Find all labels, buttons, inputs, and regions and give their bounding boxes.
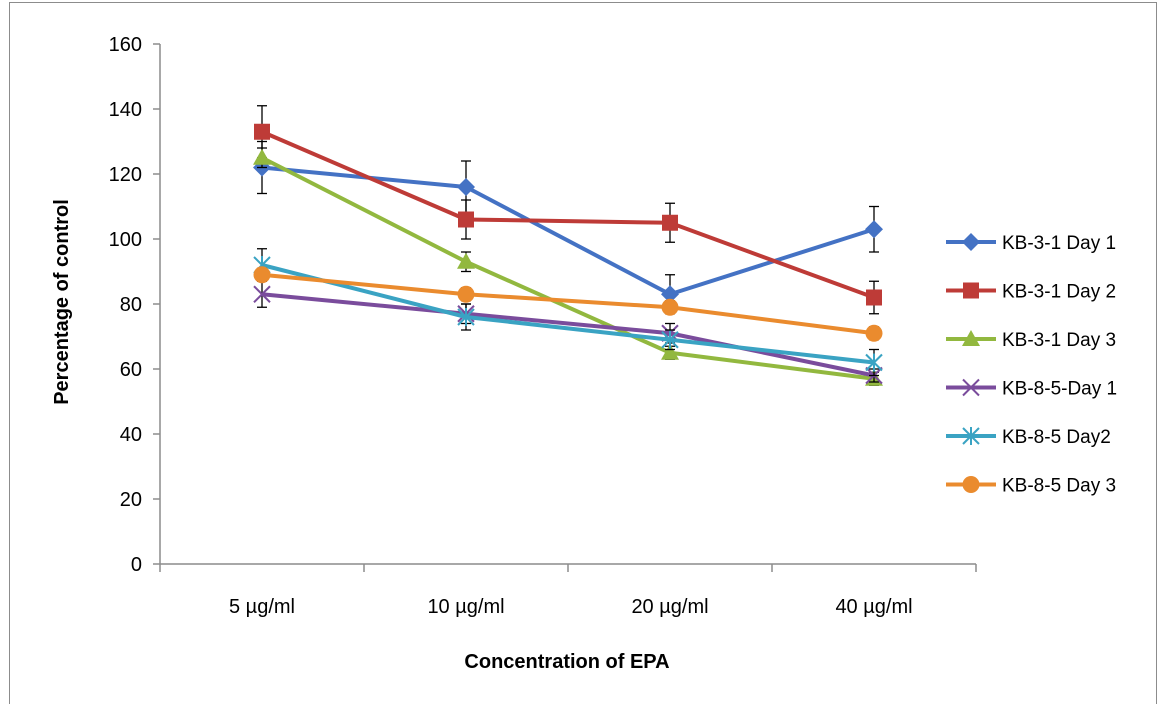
chart-frame (9, 2, 1157, 704)
y-tick-label: 140 (109, 99, 142, 121)
data-point (865, 353, 883, 372)
x-tick-label: 5 µg/ml (229, 596, 295, 618)
series-line (261, 155, 875, 381)
x-axis-ticks: 5 µg/ml 10 µg/ml 20 µg/ml 40 µg/ml (159, 564, 977, 618)
data-point (457, 252, 475, 269)
legend: KB-3-1 Day 1 KB-3-1 Day 2 KB-3-1 Day 3 KB-8… (946, 233, 1117, 497)
x-tick-label: 40 µg/ml (835, 596, 912, 618)
legend-item: KB-3-1 Day 2 (946, 282, 1116, 303)
legend-item: KB-3-1 Day 3 (946, 330, 1116, 351)
series-layer (253, 105, 883, 386)
data-point (254, 123, 270, 140)
legend-label: KB-8-5-Day 1 (1002, 379, 1117, 400)
legend-label: KB-3-1 Day 2 (1002, 282, 1116, 303)
legend-marker (962, 476, 980, 493)
series-5 (253, 248, 883, 377)
data-point (661, 343, 679, 360)
y-tick-label: 20 (120, 489, 142, 511)
x-axis-title: Concentration of EPA (464, 651, 669, 673)
y-axis-ticks: 0 20 40 60 80 100 120 140 160 (109, 34, 160, 576)
data-point (661, 285, 679, 304)
series-line (261, 263, 875, 365)
y-tick-label: 60 (120, 359, 142, 381)
series-line (261, 292, 875, 378)
legend-label: KB-3-1 Day 3 (1002, 330, 1116, 351)
data-point (457, 285, 475, 303)
data-point (865, 324, 883, 342)
data-point (253, 148, 271, 165)
legend-label: KB-8-5 Day2 (1002, 427, 1111, 448)
legend-marker (962, 233, 980, 251)
data-point (662, 214, 678, 231)
x-tick-label: 10 µg/ml (427, 596, 504, 618)
legend-item: KB-8-5 Day 3 (946, 476, 1116, 497)
series-line (261, 165, 875, 297)
legend-marker (963, 282, 979, 299)
axes (159, 44, 976, 565)
data-point (661, 330, 679, 349)
legend-label: KB-3-1 Day 1 (1002, 233, 1116, 254)
y-tick-label: 0 (131, 554, 142, 576)
legend-label: KB-8-5 Day 3 (1002, 476, 1116, 497)
series-6 (253, 266, 883, 342)
data-point (457, 308, 475, 326)
legend-item: KB-8-5 Day2 (946, 427, 1111, 448)
legend-marker (962, 330, 980, 346)
y-tick-label: 100 (109, 229, 142, 251)
x-tick-label: 20 µg/ml (631, 596, 708, 618)
data-point (457, 178, 475, 196)
legend-marker (962, 427, 980, 445)
data-point (253, 285, 271, 303)
legend-item: KB-3-1 Day 1 (946, 233, 1116, 254)
legend-item: KB-8-5-Day 1 (946, 379, 1117, 400)
y-tick-label: 160 (109, 34, 142, 56)
y-axis-title: Percentage of control (51, 199, 73, 405)
data-point (865, 220, 883, 239)
series-line (261, 129, 875, 300)
series-line (261, 272, 875, 336)
data-point (661, 298, 679, 316)
data-point (253, 266, 271, 284)
data-point (458, 211, 474, 228)
legend-marker (962, 378, 980, 397)
y-tick-label: 80 (120, 294, 142, 316)
y-tick-label: 120 (109, 164, 142, 186)
y-tick-label: 40 (120, 424, 142, 446)
data-point (866, 289, 882, 306)
